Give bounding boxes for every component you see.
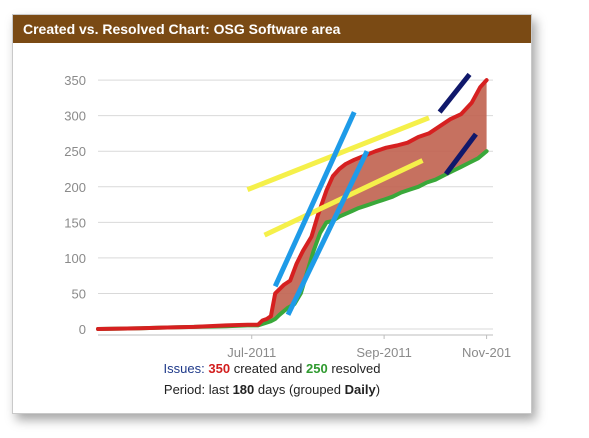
resolved-label: resolved xyxy=(331,361,381,376)
y-tick-label: 350 xyxy=(64,73,86,88)
created-count: 350 xyxy=(208,361,231,376)
period-grouping: Daily xyxy=(344,382,376,397)
series-lines xyxy=(96,78,489,331)
y-tick-label: 250 xyxy=(64,144,86,159)
x-tick-label: Nov-201 xyxy=(462,345,511,360)
period-summary: Period: last 180 days (grouped Daily) xyxy=(13,382,531,397)
x-tick-label: Jul-2011 xyxy=(227,345,276,360)
navy-trend-line xyxy=(444,132,478,176)
x-tick-label: Sep-2011 xyxy=(356,345,411,360)
navy-trend-line xyxy=(437,72,472,114)
created-series-line xyxy=(96,78,489,331)
issues-summary: Issues: 350 created and 250 resolved xyxy=(13,361,531,376)
period-end: ) xyxy=(375,382,381,397)
issues-label: Issues: xyxy=(163,361,205,376)
blue-trend-line xyxy=(285,150,370,316)
yellow-trend-line xyxy=(246,115,430,192)
y-tick-label: 0 xyxy=(79,322,86,337)
annotation-lines xyxy=(246,72,478,316)
created-label: created and xyxy=(233,361,303,376)
y-tick-label: 300 xyxy=(64,109,86,124)
chart-panel: Created vs. Resolved Chart: OSG Software… xyxy=(12,14,532,414)
created-vs-resolved-chart: 0 50 100 150 200 250 300 350 Jul-2011 Sep-2011 Nov… xyxy=(64,72,511,360)
period-days: 180 xyxy=(232,382,255,397)
y-tick-label: 150 xyxy=(64,215,86,230)
period-mid: days (grouped xyxy=(257,382,342,397)
axes: 0 50 100 150 200 250 300 350 Jul-2011 Sep-2011 Nov… xyxy=(64,73,511,360)
y-tick-label: 100 xyxy=(64,251,86,266)
y-tick-label: 50 xyxy=(72,286,86,301)
y-tick-label: 200 xyxy=(64,180,86,195)
period-label: Period: last xyxy=(163,382,229,397)
chart-title: Created vs. Resolved Chart: OSG Software… xyxy=(13,15,531,43)
blue-trend-line xyxy=(272,111,357,288)
resolved-count: 250 xyxy=(305,361,328,376)
grid-lines xyxy=(98,79,493,330)
